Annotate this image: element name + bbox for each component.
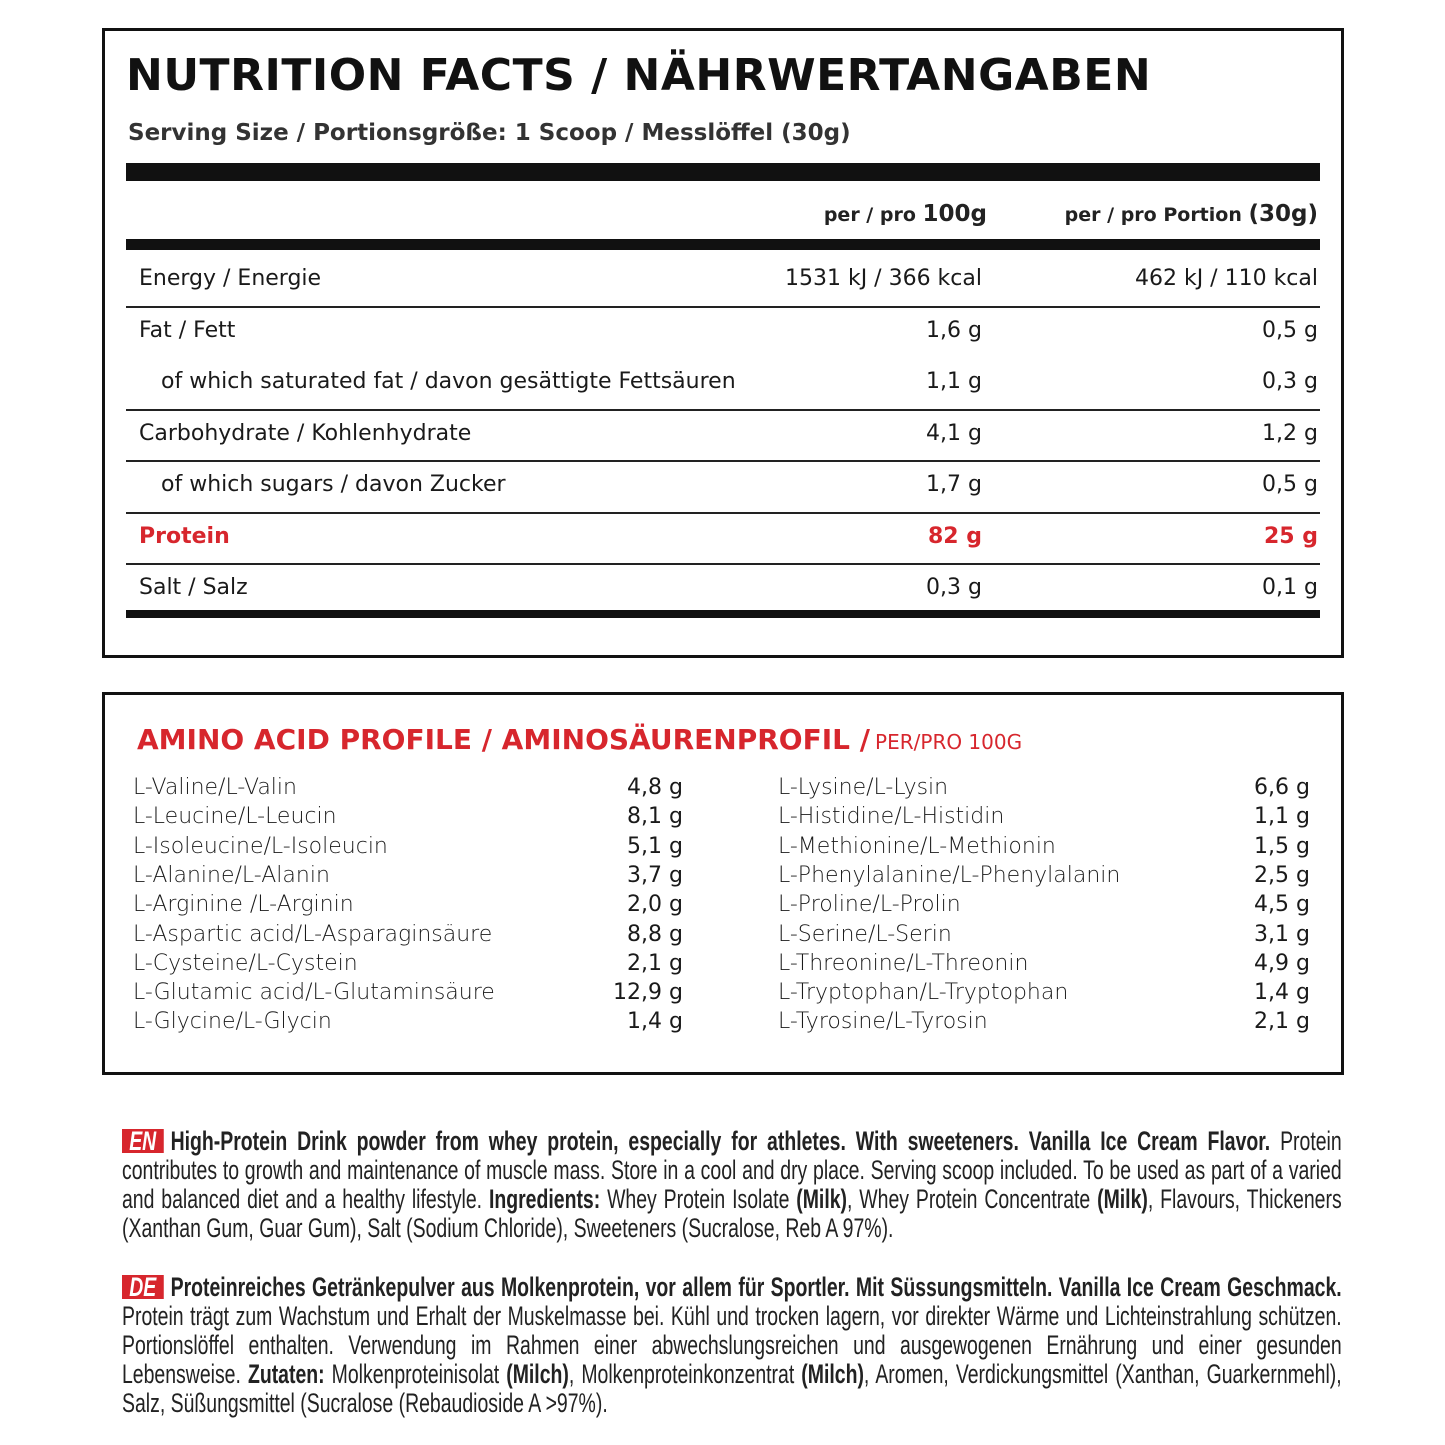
- row-label: Energy / Energie: [139, 266, 322, 291]
- row-label: Fat / Fett: [139, 317, 236, 343]
- row-value: 1,1 g: [926, 369, 982, 394]
- amino-value: 2,1 g: [627, 950, 683, 976]
- header-prefix: per / pro: [823, 204, 916, 226]
- amino-heading: AMINO ACID PROFILE / AMINOSÄURENPROFIL /: [137, 723, 870, 756]
- column-header: per / pro Portion (30g): [1065, 198, 1318, 231]
- row-value: 0,5 g: [1262, 317, 1318, 343]
- nutrition-box: [102, 28, 1344, 658]
- description-text: Protein contributes to growth and mainte…: [122, 1126, 1342, 1214]
- row-divider: [126, 563, 1320, 565]
- row-value: 1,7 g: [926, 472, 982, 497]
- thick-rule: [126, 163, 1320, 181]
- header-emphasis: 100g: [922, 201, 987, 227]
- column-header: per / pro 100g: [824, 198, 987, 231]
- row-value: 462 kJ / 110 kcal: [1134, 266, 1318, 291]
- description-bold: Proteinreiches Getränkepulver aus Molken…: [170, 1272, 1342, 1302]
- amino-value: 8,8 g: [627, 921, 683, 947]
- row-divider: [126, 305, 1320, 308]
- row-value: 82 g: [927, 523, 982, 549]
- description-text: , Molkenproteinkonzentrat: [568, 1359, 802, 1389]
- serving-size: Serving Size / Portionsgröße: 1 Scoop / …: [128, 120, 851, 146]
- thick-rule: [126, 239, 1320, 250]
- nutrition-title: NUTRITION FACTS / NÄHRWERTANGABEN: [126, 50, 1152, 101]
- row-divider: [126, 408, 1320, 411]
- amino-name: L-Alanine/L-Alanin: [133, 862, 330, 888]
- amino-value: 5,1 g: [627, 833, 683, 859]
- amino-name: L-Tyrosine/L-Tyrosin: [778, 1009, 988, 1035]
- description-text: Protein trägt zum Wachstum und Erhalt de…: [122, 1301, 1342, 1389]
- description-text: Molkenproteinisolat: [324, 1359, 507, 1389]
- amino-value: 2,5 g: [1254, 862, 1310, 888]
- description: EN High-Protein Drink powder from whey pr…: [122, 1127, 1342, 1243]
- amino-value: 1,4 g: [1254, 980, 1310, 1006]
- row-value: 0,1 g: [1262, 575, 1318, 600]
- description-bold: Zutaten:: [247, 1359, 325, 1389]
- row-divider: [126, 511, 1320, 514]
- description-bold: (Milch): [506, 1359, 569, 1389]
- description: DE Proteinreiches Getränkepulver aus Molk…: [122, 1273, 1342, 1418]
- amino-name: L-Proline/L-Prolin: [778, 892, 961, 918]
- amino-value: 6,6 g: [1254, 775, 1310, 800]
- amino-name: L-Lysine/L-Lysin: [778, 775, 949, 800]
- row-label: Protein: [139, 523, 230, 549]
- row-value: 0,3 g: [1262, 369, 1318, 394]
- amino-value: 3,1 g: [1254, 921, 1310, 947]
- description-text: , Whey Protein Concentrate: [847, 1184, 1098, 1214]
- amino-name: L-Glycine/L-Glycin: [133, 1009, 332, 1035]
- row-value: 1531 kJ / 366 kcal: [784, 266, 982, 291]
- amino-value: 1,4 g: [627, 1009, 683, 1035]
- amino-title: AMINO ACID PROFILE / AMINOSÄURENPROFIL /…: [137, 720, 1022, 764]
- description-bold: Ingredients:: [488, 1184, 601, 1214]
- row-value: 0,5 g: [1262, 472, 1318, 497]
- amino-name: L-Histidine/L-Histidin: [778, 804, 1005, 830]
- language-badge: DE: [122, 1274, 164, 1301]
- row-value: 4,1 g: [926, 420, 982, 446]
- amino-name: L-Leucine/L-Leucin: [133, 804, 337, 830]
- amino-value: 2,0 g: [627, 892, 683, 918]
- description-bold: (Milk): [1097, 1184, 1148, 1214]
- description-bold: High-Protein Drink powder from whey prot…: [170, 1126, 1271, 1156]
- amino-name: L-Glutamic acid/L-Glutaminsäure: [133, 980, 495, 1006]
- amino-value: 8,1 g: [627, 804, 683, 830]
- amino-value: 4,9 g: [1254, 950, 1310, 976]
- amino-value: 2,1 g: [1254, 1009, 1310, 1035]
- row-label: Salt / Salz: [139, 575, 248, 600]
- amino-box: [102, 692, 1344, 1075]
- row-divider: [126, 460, 1320, 462]
- row-value: 25 g: [1263, 523, 1318, 549]
- amino-value: 12,9 g: [613, 980, 683, 1006]
- amino-value: 4,5 g: [1254, 892, 1310, 918]
- amino-name: L-Serine/L-Serin: [778, 921, 952, 947]
- amino-value: 3,7 g: [627, 862, 683, 888]
- amino-name: L-Aspartic acid/L-Asparaginsäure: [133, 921, 493, 947]
- row-value: 0,3 g: [926, 575, 982, 600]
- amino-name: L-Phenylalanine/L-Phenylalanin: [778, 862, 1121, 888]
- amino-name: L-Arginine /L-Arginin: [133, 892, 354, 918]
- row-value: 1,2 g: [1262, 420, 1318, 446]
- amino-value: 4,8 g: [627, 775, 683, 800]
- amino-value: 1,1 g: [1254, 804, 1310, 830]
- amino-name: L-Cysteine/L-Cystein: [133, 950, 358, 976]
- thick-rule: [126, 610, 1320, 618]
- description-bold: (Milk): [796, 1184, 848, 1214]
- row-label: Carbohydrate / Kohlenhydrate: [139, 420, 472, 446]
- amino-name: L-Threonine/L-Threonin: [778, 950, 1029, 976]
- row-value: 1,6 g: [926, 317, 982, 343]
- amino-unit: PER/PRO 100G: [875, 730, 1023, 754]
- amino-name: L-Isoleucine/L-Isoleucin: [133, 833, 388, 859]
- description-bold: (Milch): [801, 1359, 864, 1389]
- header-prefix: per / pro Portion: [1064, 204, 1242, 226]
- row-label: of which saturated fat / davon gesättigt…: [161, 369, 736, 394]
- row-label: of which sugars / davon Zucker: [161, 472, 506, 497]
- description-text: Whey Protein Isolate: [600, 1184, 797, 1214]
- language-badge: EN: [122, 1128, 164, 1155]
- description-text: , Flavours, Thickeners (Xanthan Gum, Gua…: [122, 1184, 1342, 1243]
- amino-name: L-Methionine/L-Methionin: [778, 833, 1056, 859]
- amino-value: 1,5 g: [1254, 833, 1310, 859]
- amino-name: L-Tryptophan/L-Tryptophan: [778, 980, 1069, 1006]
- amino-name: L-Valine/L-Valin: [133, 775, 297, 800]
- header-emphasis: (30g): [1248, 201, 1319, 227]
- description-text: , Aromen, Verdickungsmittel (Xanthan, Gu…: [122, 1359, 1342, 1418]
